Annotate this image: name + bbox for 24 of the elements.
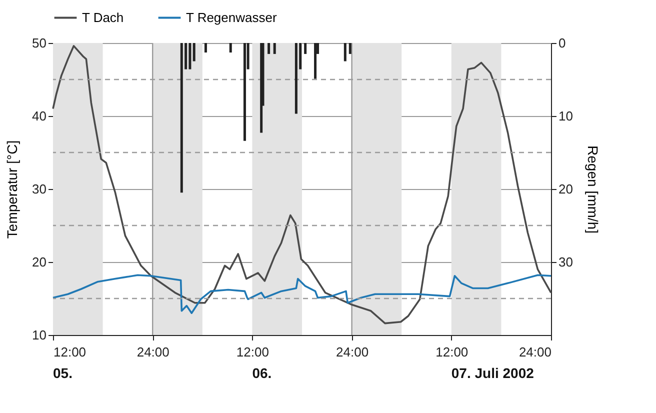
line-series (52, 274, 552, 314)
text: 05. (53, 365, 72, 381)
text: 06. (252, 365, 272, 381)
y2-tick-label: 20 (558, 182, 573, 196)
legend-label: T Regenwasser (186, 10, 278, 25)
y2-tick-label: 0 (558, 36, 566, 50)
y2-tick-label: 10 (558, 108, 573, 124)
x-tick-label: 12:00 (436, 344, 468, 360)
x-tick-label: 24:00 (518, 344, 552, 360)
y2-axis-title: Regen [mm/h] (584, 146, 601, 234)
y-axis-title: Temperatur [°C] (4, 140, 20, 239)
line-series (52, 45, 552, 324)
x-tick-label: 12:00 (54, 344, 86, 360)
x-tick-label: 12:00 (236, 344, 269, 360)
y-tick-label: 40 (32, 108, 46, 124)
y-tick-label: 30 (32, 182, 46, 196)
x-tick-label: 24:00 (136, 344, 170, 360)
y2-tick-label: 30 (558, 254, 573, 270)
text: 07. Juli 2002 (451, 365, 534, 381)
y-tick-label: 10 (32, 328, 46, 342)
y-tick-label: 20 (32, 254, 46, 270)
y-tick-label: 50 (32, 36, 46, 50)
x-tick-label: 24:00 (336, 344, 369, 360)
legend-label: T Dach (82, 10, 124, 25)
